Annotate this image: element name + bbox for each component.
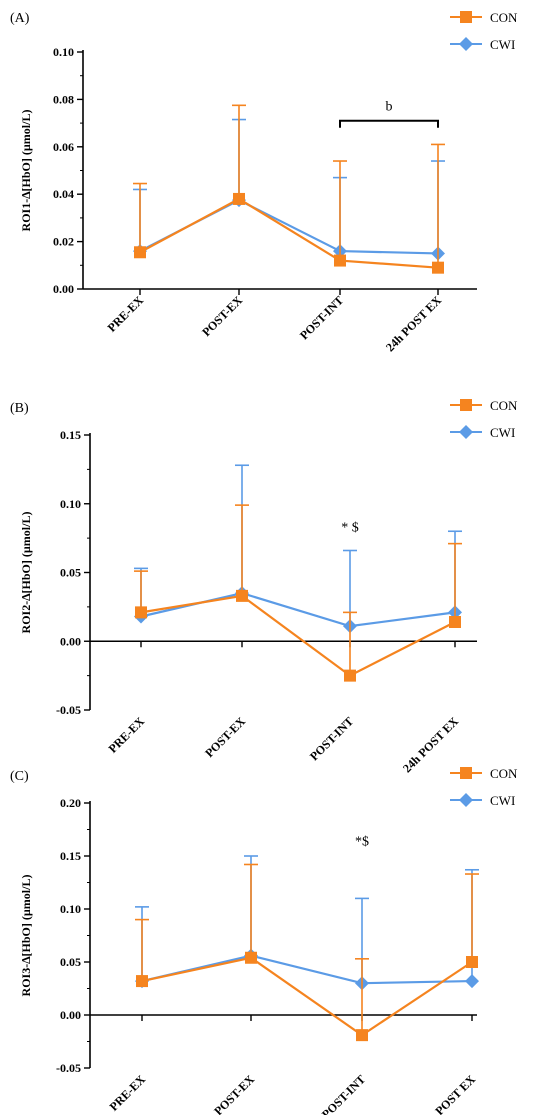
series-con: [133, 104, 445, 274]
x-tick-label: POST-EX: [199, 293, 245, 339]
data-point-square: [334, 254, 346, 267]
data-point-square: [432, 261, 444, 274]
significance-label: b: [386, 100, 393, 115]
series-cwi: [133, 118, 445, 261]
significance-label: * $: [341, 520, 359, 535]
y-tick-label: 0.20: [60, 796, 81, 810]
x-tick-label: POST-INT: [297, 293, 346, 342]
series-line: [141, 956, 473, 1037]
legend: CON CWI: [450, 10, 518, 52]
series-con: [135, 863, 479, 1042]
x-tick-label: 24h POST EX: [400, 714, 461, 775]
data-point-square: [245, 951, 257, 964]
y-tick-label: 0.10: [53, 45, 74, 59]
chart-panel-b: (B) -0.05 0.00 0.05 0.10 0.15 ROI2-∆[HbO] (µmo…: [10, 398, 518, 775]
legend-marker-diamond: [459, 425, 473, 439]
chart-panel-c: (C) -0.05 0.00 0.05 0.10 0.15 0.20 ROI3-∆[HbO] …: [10, 766, 518, 1115]
panel-label: (B): [10, 401, 29, 416]
data-point-square: [233, 192, 245, 205]
y-tick-label: 0.08: [53, 92, 74, 106]
data-point-square: [449, 616, 461, 628]
y-tick-label: -0.05: [56, 703, 81, 717]
data-point-square: [466, 956, 478, 968]
y-tick-label: 0.00: [53, 282, 74, 296]
y-tick-label: 0.15: [60, 428, 81, 442]
legend-label: CWI: [490, 425, 515, 440]
series-cwi: [134, 464, 462, 634]
panel-label: (A): [10, 11, 30, 26]
x-tick-label: 24h POST EX: [417, 1072, 478, 1115]
x-tick-label: PRE-EX: [105, 293, 147, 335]
y-tick-label: 0.00: [60, 634, 81, 648]
x-tick-label: POST-EX: [202, 714, 248, 760]
series-line: [140, 591, 456, 628]
y-tick-label: 0.05: [60, 955, 81, 969]
series-con: [134, 504, 462, 682]
y-tick-label: 0.00: [60, 1008, 81, 1022]
legend-marker-diamond: [459, 793, 473, 807]
series-line: [140, 594, 456, 677]
legend-label: CON: [490, 766, 518, 781]
y-tick-label: 0.04: [53, 187, 74, 201]
y-tick-label: -0.05: [56, 1061, 81, 1075]
x-tick-label: POST-INT: [319, 1072, 368, 1115]
series-cwi: [135, 855, 479, 991]
legend-marker-diamond: [459, 37, 473, 51]
legend-marker-square: [460, 399, 472, 411]
data-point-square: [356, 1029, 368, 1042]
legend-marker-square: [460, 11, 472, 23]
x-tick-label: POST-INT: [307, 714, 356, 763]
y-tick-label: 0.15: [60, 849, 81, 863]
x-tick-label: PRE-EX: [106, 714, 148, 756]
significance-bracket: [339, 119, 439, 128]
y-tick-label: 0.02: [53, 235, 74, 249]
y-axis-label: ROI3-∆[HbO] (µmol/L): [19, 875, 33, 997]
series-line: [139, 198, 439, 255]
y-tick-label: 0.10: [60, 902, 81, 916]
data-point-square: [135, 606, 147, 619]
significance-label: *$: [355, 834, 369, 849]
data-point-square: [134, 246, 146, 259]
data-point-square: [136, 975, 148, 988]
x-tick-label: POST-EX: [211, 1072, 257, 1115]
legend: CON CWI: [450, 766, 518, 808]
series-line: [139, 197, 439, 269]
legend: CON CWI: [450, 398, 518, 440]
legend-label: CON: [490, 398, 518, 413]
y-axis-label: ROI2-∆[HbO] (µmol/L): [19, 512, 33, 634]
y-axis-label: ROI1-∆[HbO] (µmol/L): [19, 110, 33, 232]
x-tick-label: PRE-EX: [107, 1072, 149, 1114]
y-tick-label: 0.10: [60, 497, 81, 511]
y-tick-label: 0.05: [60, 566, 81, 580]
data-point-square: [236, 589, 248, 602]
data-point-diamond: [465, 974, 479, 989]
panel-label: (C): [10, 769, 29, 784]
legend-label: CWI: [490, 793, 515, 808]
data-point-square: [344, 669, 356, 682]
y-tick-label: 0.06: [53, 140, 74, 154]
x-tick-label: 24h POST EX: [383, 293, 444, 354]
legend-label: CWI: [490, 37, 515, 52]
legend-label: CON: [490, 10, 518, 25]
chart-panel-a: (A) 0.00 0.02 0.04 0.06 0.08 0.10 ROI1-∆[HbO] (…: [10, 10, 518, 354]
legend-marker-square: [460, 767, 472, 779]
